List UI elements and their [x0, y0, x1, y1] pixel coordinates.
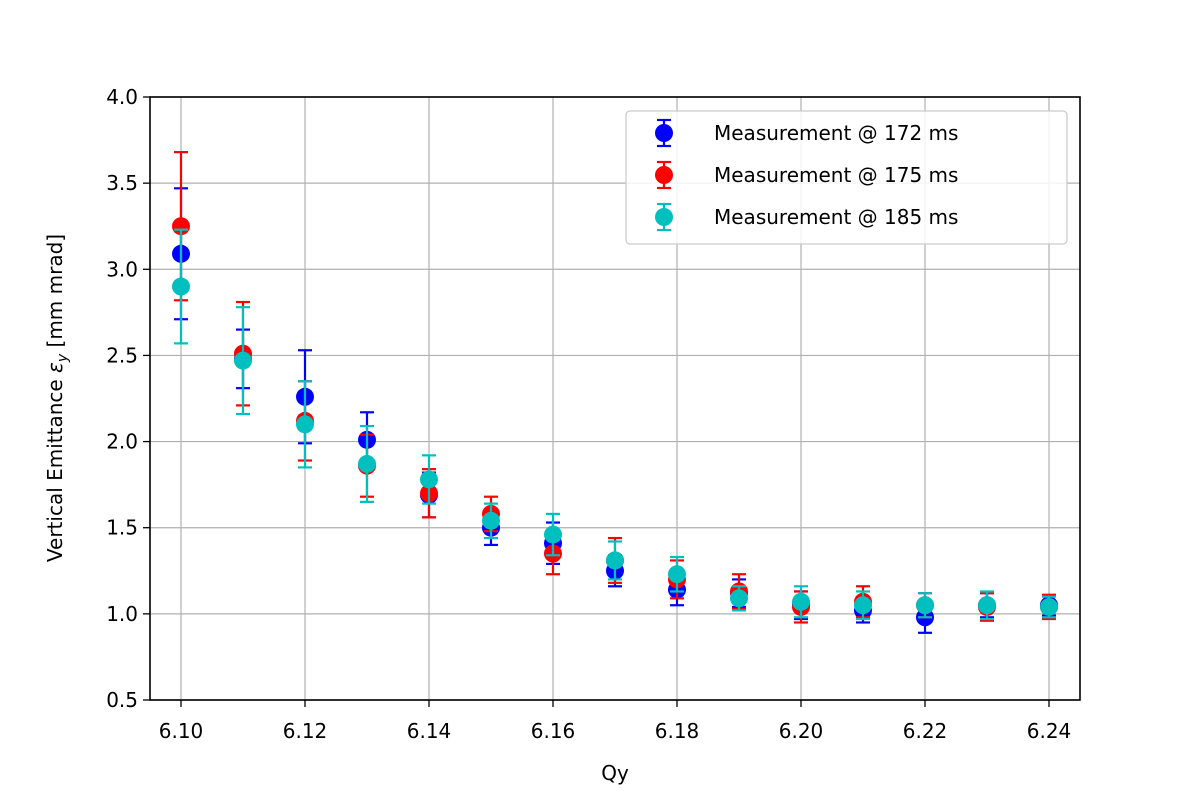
axes: 6.10 6.12 6.14 6.16 6.18 6.20 6.22 6.24 0.5 1.0 1.…	[106, 85, 1081, 743]
data-point	[854, 596, 872, 615]
y-axis-label: Vertical Emittance εy [mm mrad]	[43, 234, 71, 562]
legend: Measurement @ 172 ms Measurement @ 175 ms…	[625, 110, 1068, 245]
legend-label: Measurement @ 172 ms	[714, 121, 958, 145]
x-tick-label: 6.20	[779, 719, 824, 743]
y-tick-label: 4.0	[106, 85, 138, 109]
legend-marker	[655, 208, 673, 226]
legend-label: Measurement @ 175 ms	[714, 163, 958, 187]
y-tick-label: 3.0	[106, 257, 138, 281]
series-3	[172, 228, 1058, 621]
data-point	[172, 277, 190, 296]
legend-box	[625, 110, 1068, 245]
x-tick-label: 6.22	[903, 719, 948, 743]
x-tick-label: 6.24	[1027, 719, 1072, 743]
x-tick-label: 6.12	[283, 719, 328, 743]
data-point	[420, 470, 438, 489]
data-point	[482, 511, 500, 530]
x-axis-label: Qy	[601, 761, 629, 785]
y-tick-label: 0.5	[106, 688, 138, 712]
legend-marker	[655, 166, 673, 184]
y-axis-label-units: [mm mrad]	[43, 234, 67, 354]
y-tick-label: 1.0	[106, 602, 138, 626]
data-point	[234, 351, 252, 370]
x-tick-label: 6.16	[531, 719, 576, 743]
data-point	[544, 525, 562, 544]
legend-label: Measurement @ 185 ms	[714, 205, 958, 229]
x-tick-label: 6.18	[655, 719, 700, 743]
plot-frame	[149, 96, 1081, 701]
data-point	[978, 596, 996, 615]
data-series	[172, 151, 1058, 634]
data-point	[668, 565, 686, 584]
x-tick-label: 6.10	[159, 719, 204, 743]
data-point	[730, 589, 748, 608]
data-point	[916, 596, 934, 615]
data-point	[358, 454, 376, 473]
legend-marker	[655, 124, 673, 142]
data-point	[792, 592, 810, 611]
y-tick-label: 1.5	[106, 516, 138, 540]
y-axis-label-subscript: y	[55, 353, 71, 363]
y-axis-label-main: Vertical Emittance	[43, 373, 67, 562]
x-tick-label: 6.14	[407, 719, 452, 743]
data-point	[1040, 597, 1058, 616]
y-tick-label: 3.5	[106, 171, 138, 195]
data-point	[296, 415, 314, 434]
data-point	[606, 551, 624, 570]
y-axis-label-symbol: ε	[43, 362, 67, 373]
y-tick-label: 2.0	[106, 430, 138, 454]
y-tick-label: 2.5	[106, 343, 138, 367]
